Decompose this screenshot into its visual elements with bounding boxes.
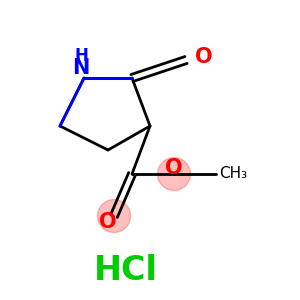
Text: HCl: HCl	[94, 254, 158, 286]
Text: N: N	[72, 58, 90, 77]
Circle shape	[98, 200, 130, 232]
Text: O: O	[165, 158, 183, 178]
Text: H: H	[74, 46, 88, 64]
Text: O: O	[99, 212, 117, 232]
Text: O: O	[195, 47, 213, 67]
Text: CH₃: CH₃	[219, 167, 247, 182]
Circle shape	[158, 158, 190, 190]
